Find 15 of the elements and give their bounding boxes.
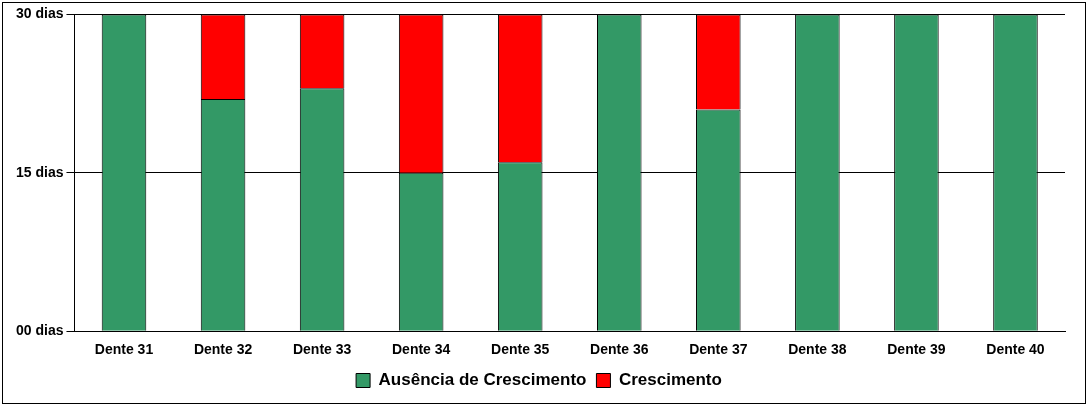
y-tick-label: 30 dias — [15, 5, 64, 22]
y-tick-label: 15 dias — [15, 163, 64, 180]
x-tick-label: Dente 39 — [887, 341, 946, 358]
legend-label: Crescimento — [618, 370, 722, 390]
x-tick-label: Dente 38 — [788, 341, 847, 358]
x-tick-label: Dente 32 — [193, 341, 253, 358]
x-tick-label: Dente 35 — [491, 341, 550, 358]
legend-label: Ausência de Crescimento — [378, 370, 587, 390]
x-tick-label: Dente 40 — [986, 341, 1045, 358]
y-tick-label: 00 dias — [15, 322, 64, 339]
x-tick-label: Dente 37 — [689, 341, 748, 358]
x-tick-label: Dente 34 — [391, 341, 451, 358]
x-tick-label: Dente 33 — [292, 341, 352, 358]
x-tick-label: Dente 31 — [94, 341, 154, 358]
x-tick-label: Dente 36 — [590, 341, 649, 358]
